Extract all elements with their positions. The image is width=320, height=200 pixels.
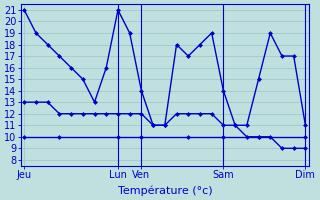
X-axis label: Température (°c): Température (°c) [117,185,212,196]
